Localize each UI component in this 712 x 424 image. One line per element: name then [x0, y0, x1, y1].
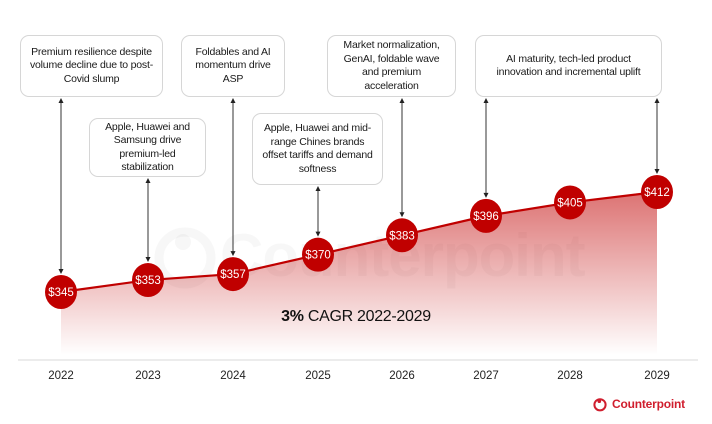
data-point-2027: $396: [470, 198, 502, 233]
data-label: $357: [220, 269, 246, 281]
data-point-2026: $383: [386, 218, 418, 253]
data-label: $370: [305, 250, 331, 262]
data-label: $412: [644, 187, 670, 199]
connector-arrow-2026: [399, 98, 405, 218]
connector-arrow-2024: [230, 98, 236, 257]
data-label: $383: [389, 230, 415, 242]
data-point-2022: $345: [45, 275, 77, 309]
data-label: $345: [48, 287, 74, 299]
area-fill: [61, 192, 657, 355]
x-tick-label: 2026: [389, 370, 415, 382]
connector-arrow-2029: [654, 98, 660, 174]
x-tick-label: 2022: [48, 370, 74, 382]
data-point-2029: $412: [641, 175, 673, 209]
data-label: $353: [135, 275, 161, 287]
x-tick-label: 2028: [557, 370, 583, 382]
cagr-period: CAGR 2022-2029: [303, 308, 431, 325]
connector-arrow-2022: [58, 98, 64, 274]
data-point-2024: $357: [217, 257, 249, 292]
x-tick-label: 2025: [305, 370, 331, 382]
data-point-2025: $370: [302, 237, 334, 272]
x-tick-label: 2027: [473, 370, 499, 382]
marker-2029: [641, 175, 673, 209]
connector-arrow-2023: [145, 178, 151, 263]
data-label: $396: [473, 211, 499, 223]
counterpoint-logo: Counterpoint: [592, 396, 685, 412]
cagr-label: 3% CAGR 2022-2029: [0, 308, 712, 326]
data-point-2028: $405: [554, 185, 586, 220]
logo-text: Counterpoint: [612, 397, 685, 411]
marker-2027: [470, 198, 502, 233]
data-label: $405: [557, 197, 583, 209]
callout-4: Apple, Huawei and mid-range Chines brand…: [252, 113, 383, 185]
connector-arrow-2025: [315, 186, 321, 237]
callout-3: Foldables and AI momentum drive ASP: [181, 35, 285, 97]
connector-arrow-2027: [483, 98, 489, 198]
x-tick-label: 2024: [220, 370, 246, 382]
marker-2028: [554, 185, 586, 220]
callout-1: Premium resilience despite volume declin…: [20, 35, 163, 97]
data-point-2023: $353: [132, 263, 164, 298]
counterpoint-logo-icon: [593, 398, 607, 412]
callout-6: AI maturity, tech-led product innovation…: [475, 35, 662, 97]
callout-5: Market normalization, GenAI, foldable wa…: [327, 35, 456, 97]
marker-2023: [132, 263, 164, 298]
callout-2: Apple, Huawei and Samsung drive premium-…: [89, 118, 206, 177]
x-tick-label: 2023: [135, 370, 161, 382]
marker-2025: [302, 237, 334, 272]
marker-2024: [217, 257, 249, 292]
cagr-percent: 3%: [281, 308, 304, 325]
marker-2026: [386, 218, 418, 253]
marker-2022: [45, 275, 77, 309]
x-tick-label: 2029: [644, 370, 670, 382]
